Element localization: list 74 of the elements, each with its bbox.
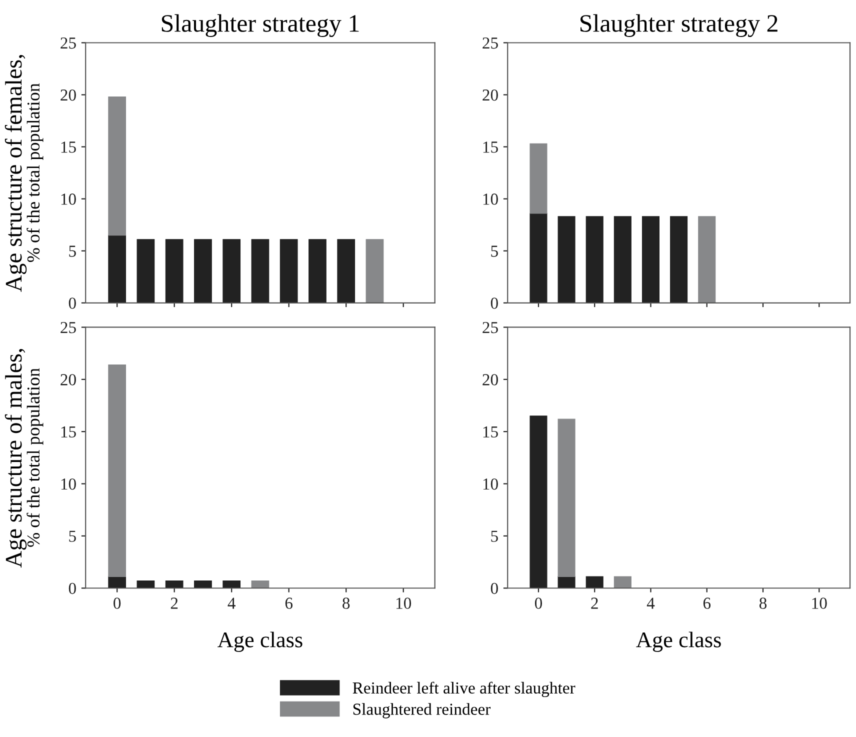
bar [251, 239, 270, 303]
bar [642, 216, 660, 303]
bar [280, 239, 298, 303]
y-tick-label: 15 [483, 142, 498, 153]
bar [670, 216, 688, 303]
y-tick-label: 0 [490, 582, 498, 594]
y-tick-label: 20 [482, 374, 498, 386]
y-tick-label: 10 [483, 478, 498, 490]
bar [530, 143, 548, 214]
y-tick-label: 15 [483, 426, 498, 438]
bar [108, 576, 126, 588]
x-tick-label: 4 [228, 598, 236, 609]
bar [136, 239, 155, 303]
bar [165, 239, 184, 303]
y-tick-label: 15 [61, 426, 76, 438]
x-tick-label: 10 [812, 598, 827, 609]
bar [136, 580, 155, 588]
x-tick-label: 2 [170, 598, 178, 609]
bar [108, 234, 126, 303]
y-axis-title: Age structure of males, % of the total population [4, 349, 44, 568]
y-tick-label: 20 [60, 89, 76, 101]
y-tick-label: 0 [68, 582, 76, 594]
bar [366, 239, 384, 303]
x-axis-title: Age class [636, 632, 721, 652]
y-tick-label: 0 [68, 298, 76, 309]
chart-title: Slaughter strategy 2 [580, 14, 778, 38]
y-tick-label: 10 [61, 194, 76, 205]
bar [586, 216, 604, 303]
y-axis-title: Age structure of females, % of the total population [4, 55, 44, 292]
y-tick-label: 0 [490, 298, 498, 309]
y-tick-label: 5 [69, 530, 76, 542]
bar [558, 216, 576, 303]
x-tick-label: 8 [759, 598, 767, 609]
chart-title: Slaughter strategy 1 [162, 14, 359, 38]
y-tick-label: 10 [61, 478, 76, 490]
bar [586, 576, 604, 588]
bar [194, 239, 212, 303]
x-tick-label: 6 [285, 598, 293, 609]
y-tick-label: 5 [69, 246, 76, 257]
bar [222, 239, 241, 303]
bar [698, 216, 716, 303]
bar [165, 580, 184, 588]
bar [251, 580, 270, 588]
bar [308, 239, 326, 303]
bar [530, 416, 548, 588]
bar [222, 580, 241, 588]
legend-label: Slaughtered reindeer [353, 703, 491, 718]
x-tick-label: 0 [114, 598, 121, 609]
x-tick-label: 6 [703, 598, 711, 609]
y-tick-label: 5 [491, 530, 498, 542]
bar [108, 96, 126, 236]
bar [558, 418, 576, 577]
y-tick-label: 25 [60, 37, 76, 49]
y-tick-label: 5 [491, 246, 498, 257]
x-tick-label: 2 [591, 598, 598, 609]
x-tick-label: 8 [342, 598, 350, 609]
bar [337, 239, 356, 303]
bar [530, 213, 548, 303]
x-tick-label: 0 [534, 598, 542, 609]
y-tick-label: 20 [482, 89, 498, 101]
x-axis-title: Age class [218, 632, 302, 652]
legend-label: Reindeer left alive after slaughter [352, 682, 576, 698]
y-tick-label: 25 [482, 322, 498, 334]
y-tick-label: 10 [483, 194, 498, 205]
bar [614, 216, 632, 303]
x-tick-label: 10 [396, 598, 412, 609]
y-tick-label: 20 [60, 374, 76, 386]
y-tick-label: 25 [60, 322, 76, 334]
x-tick-label: 4 [646, 598, 655, 609]
bar [194, 580, 212, 588]
bar [614, 576, 632, 588]
y-tick-label: 25 [482, 37, 498, 49]
bar [108, 364, 126, 577]
y-tick-label: 15 [61, 142, 76, 153]
